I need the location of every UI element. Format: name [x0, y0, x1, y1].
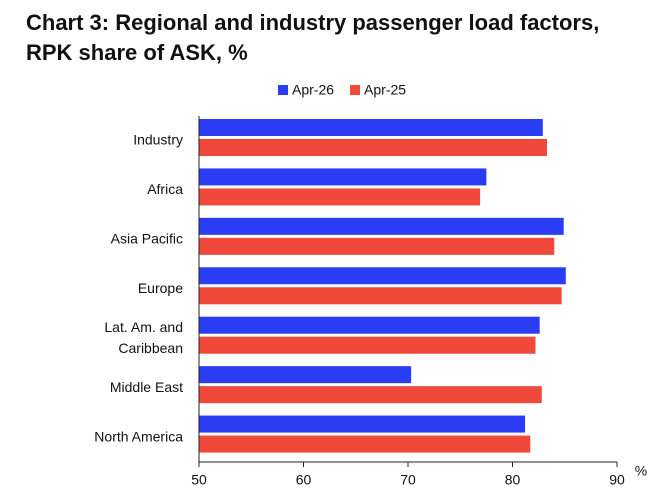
y-tick-label: Asia Pacific — [111, 230, 183, 246]
bar — [199, 188, 481, 206]
bar — [199, 287, 562, 305]
x-tick-label: 90 — [609, 472, 625, 488]
bar — [199, 336, 536, 354]
x-tick-label: 50 — [191, 472, 207, 488]
bar — [199, 415, 526, 433]
label-line: Industry — [133, 131, 183, 147]
label-line: Europe — [138, 280, 183, 296]
x-tick-label: 70 — [400, 472, 416, 488]
chart-title: Chart 3: Regional and industry passenger… — [26, 10, 600, 65]
y-tick-label: Africa — [147, 181, 183, 197]
label-line: Caribbean — [118, 340, 183, 356]
label-line: Middle East — [110, 379, 183, 395]
y-tick-label: North America — [94, 428, 183, 444]
y-tick-label: Middle East — [110, 379, 183, 395]
bar — [199, 386, 542, 404]
y-tick-label: Europe — [138, 280, 183, 296]
x-tick-label: 60 — [296, 472, 312, 488]
label-line: Africa — [147, 181, 183, 197]
legend-swatch — [278, 85, 288, 95]
bar — [199, 139, 547, 156]
bar — [199, 217, 564, 235]
bar — [199, 267, 566, 285]
bar — [199, 237, 555, 255]
legend-item: Apr-25 — [350, 82, 406, 98]
y-tick-label: Industry — [133, 131, 183, 147]
x-tick-label: 80 — [505, 472, 521, 488]
x-axis-label: % — [635, 463, 647, 479]
legend-label: Apr-25 — [364, 82, 406, 98]
legend-swatch — [350, 85, 361, 95]
bar — [199, 435, 531, 453]
legend-item: Apr-26 — [278, 82, 334, 98]
bar — [199, 168, 487, 186]
label-line: Asia Pacific — [111, 230, 183, 246]
label-line: Lat. Am. and — [104, 319, 183, 335]
bar — [199, 366, 412, 384]
label-line: North America — [94, 428, 183, 444]
legend-label: Apr-26 — [292, 82, 334, 98]
bar — [199, 119, 543, 136]
y-tick-label: Lat. Am. and Caribbean — [104, 319, 183, 356]
bar — [199, 316, 540, 334]
